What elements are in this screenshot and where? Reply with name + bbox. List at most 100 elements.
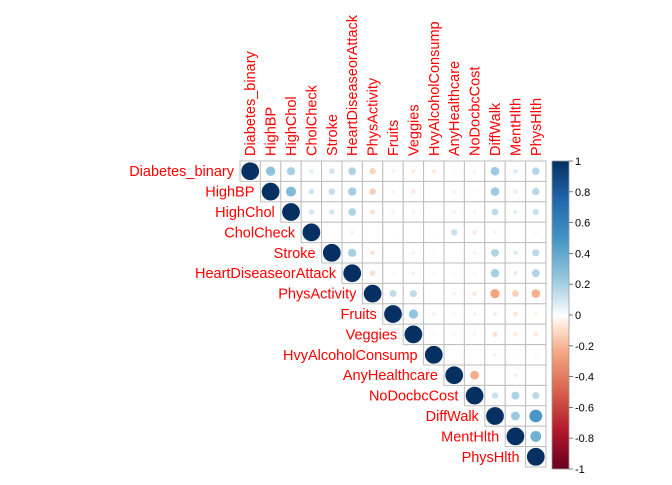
column-label-HighBP: HighBP <box>264 107 280 156</box>
correlation-circle-HeartDiseaseorAttack-DiffWalk <box>490 268 500 278</box>
correlation-circle-CholCheck-DiffWalk <box>493 230 497 235</box>
correlation-circle-HighChol-CholCheck <box>308 209 315 215</box>
correlation-circle-Stroke-MentHlth <box>512 250 518 256</box>
correlation-circle-HighChol-Stroke <box>329 209 335 215</box>
correlation-circle-HighChol-HighChol <box>281 202 301 222</box>
correlation-circle-Veggies-Veggies <box>403 324 423 344</box>
correlation-circle-Diabetes_binary-DiffWalk <box>490 166 500 176</box>
correlation-circle-NoDocbcCost-PhysHlth <box>532 392 540 400</box>
correlation-circle-MentHlth-MentHlth <box>505 426 525 446</box>
correlation-circle-Stroke-AnyHealthcare <box>453 251 456 254</box>
correlation-circle-Fruits-DiffWalk <box>492 311 498 317</box>
correlation-circle-HighBP-Veggies <box>411 189 416 194</box>
color-legend-tick-label: 0.2 <box>575 279 590 291</box>
correlation-circle-MentHlth-PhysHlth <box>530 430 542 442</box>
row-label-NoDocbcCost: NoDocbcCost <box>369 389 458 405</box>
correlation-circle-HighChol-HvyAlcoholConsump <box>432 211 435 213</box>
color-legend-tick-label: -1 <box>575 464 585 476</box>
correlation-circle-HighBP-NoDocbcCost <box>473 190 476 193</box>
correlation-circle-Stroke-HvyAlcoholConsump <box>432 251 436 255</box>
correlation-circle-Fruits-NoDocbcCost <box>472 312 477 316</box>
correlation-circle-DiffWalk-DiffWalk <box>485 406 505 426</box>
correlation-circle-Stroke-Veggies <box>411 250 416 255</box>
column-label-HvyAlcoholConsump: HvyAlcoholConsump <box>427 21 443 156</box>
correlation-circle-HvyAlcoholConsump-PhysHlth <box>534 353 538 357</box>
column-label-PhysHlth: PhysHlth <box>529 98 545 156</box>
correlation-circle-Stroke-HeartDiseaseorAttack <box>348 248 357 257</box>
color-legend-bar <box>551 160 570 470</box>
correlation-circle-HeartDiseaseorAttack-PhysHlth <box>531 269 540 278</box>
matrix-cell <box>463 344 486 366</box>
correlation-circle-Veggies-HvyAlcoholConsump <box>432 333 436 336</box>
correlation-circle-Veggies-AnyHealthcare <box>452 332 456 336</box>
correlation-circle-CholCheck-NoDocbcCost <box>472 230 477 235</box>
column-labels: Diabetes_binary HighBP HighChol CholCheck St… <box>243 14 545 156</box>
correlation-circle-HighBP-Stroke <box>328 188 336 195</box>
correlation-circle-PhysActivity-PhysActivity <box>363 284 383 304</box>
row-label-DiffWalk: DiffWalk <box>426 409 480 425</box>
correlation-circles <box>240 161 546 467</box>
correlation-circle-Fruits-HvyAlcoholConsump <box>431 312 436 316</box>
correlation-circle-Diabetes_binary-NoDocbcCost <box>473 169 477 173</box>
correlation-circle-HighBP-CholCheck <box>308 188 315 195</box>
row-label-Fruits: Fruits <box>341 307 377 323</box>
row-label-PhysHlth: PhysHlth <box>462 450 520 466</box>
correlation-circle-HeartDiseaseorAttack-AnyHealthcare <box>452 271 456 275</box>
correlation-circle-Stroke-PhysHlth <box>532 249 540 257</box>
correlation-circle-CholCheck-AnyHealthcare <box>451 229 458 236</box>
column-label-DiffWalk: DiffWalk <box>488 102 504 156</box>
correlation-circle-HighChol-MentHlth <box>513 209 518 215</box>
correlation-circle-HighChol-Veggies <box>411 210 416 214</box>
correlation-circle-AnyHealthcare-AnyHealthcare <box>444 365 464 385</box>
row-label-Stroke: Stroke <box>274 246 316 262</box>
correlation-circle-Fruits-Fruits <box>383 304 403 324</box>
correlation-circle-CholCheck-PhysHlth <box>534 230 538 234</box>
correlation-circle-HighBP-HeartDiseaseorAttack <box>347 187 357 196</box>
correlation-circle-NoDocbcCost-NoDocbcCost <box>465 386 485 406</box>
column-label-Fruits: Fruits <box>386 120 402 156</box>
matrix-cell <box>423 180 445 203</box>
column-label-HeartDiseaseorAttack: HeartDiseaseorAttack <box>345 14 361 156</box>
correlation-circle-PhysActivity-Veggies <box>409 290 417 298</box>
correlation-circle-Diabetes_binary-PhysHlth <box>532 167 540 175</box>
row-label-PhysActivity: PhysActivity <box>278 287 357 303</box>
correlation-circle-PhysActivity-AnyHealthcare <box>452 291 457 296</box>
correlation-circle-Diabetes_binary-HighChol <box>286 167 296 176</box>
correlation-circle-HighChol-HeartDiseaseorAttack <box>348 208 357 216</box>
row-label-HighBP: HighBP <box>205 185 254 201</box>
correlation-circle-Fruits-PhysHlth <box>533 312 538 316</box>
correlation-circle-AnyHealthcare-MentHlth <box>513 373 518 378</box>
correlation-circle-HeartDiseaseorAttack-NoDocbcCost <box>473 271 477 275</box>
column-label-Veggies: Veggies <box>406 104 422 156</box>
correlation-circle-HighChol-Fruits <box>391 210 395 214</box>
correlation-circle-HeartDiseaseorAttack-MentHlth <box>513 270 518 276</box>
color-legend-tick-label: -0.8 <box>575 433 594 445</box>
row-label-AnyHealthcare: AnyHealthcare <box>343 368 438 384</box>
correlation-circle-Stroke-Fruits <box>392 251 394 254</box>
matrix-cell <box>361 221 384 244</box>
column-label-Diabetes_binary: Diabetes_binary <box>243 50 259 156</box>
color-legend-tick-label: -0.2 <box>575 341 594 353</box>
correlation-circle-PhysActivity-PhysHlth <box>531 289 541 298</box>
correlation-circle-HighBP-HighBP <box>261 182 281 202</box>
correlation-circle-Diabetes_binary-HeartDiseaseorAttack <box>348 167 357 176</box>
correlation-circle-HeartDiseaseorAttack-HvyAlcoholConsump <box>432 271 436 275</box>
column-label-CholCheck: CholCheck <box>304 84 320 156</box>
matrix-cell <box>402 221 425 244</box>
correlation-circle-HvyAlcoholConsump-MentHlth <box>514 353 517 357</box>
correlation-circle-Diabetes_binary-Diabetes_binary <box>240 161 260 181</box>
correlation-circle-AnyHealthcare-PhysHlth <box>534 374 537 377</box>
correlation-circle-NoDocbcCost-DiffWalk <box>491 392 499 399</box>
correlation-circle-PhysActivity-DiffWalk <box>490 289 500 299</box>
color-legend-tick-label: 0.8 <box>575 187 590 199</box>
correlation-circle-CholCheck-HvyAlcoholConsump <box>432 231 436 234</box>
correlation-circle-HighChol-DiffWalk <box>491 208 499 216</box>
correlation-circle-Diabetes_binary-HighBP <box>265 166 276 176</box>
correlation-circle-Diabetes_binary-PhysActivity <box>369 168 376 175</box>
color-legend-tick-label: 1 <box>575 156 581 168</box>
column-label-HighChol: HighChol <box>284 96 300 156</box>
row-label-Diabetes_binary: Diabetes_binary <box>129 164 235 180</box>
correlation-circle-Diabetes_binary-AnyHealthcare <box>452 169 456 173</box>
correlation-circle-Stroke-DiffWalk <box>491 248 499 257</box>
